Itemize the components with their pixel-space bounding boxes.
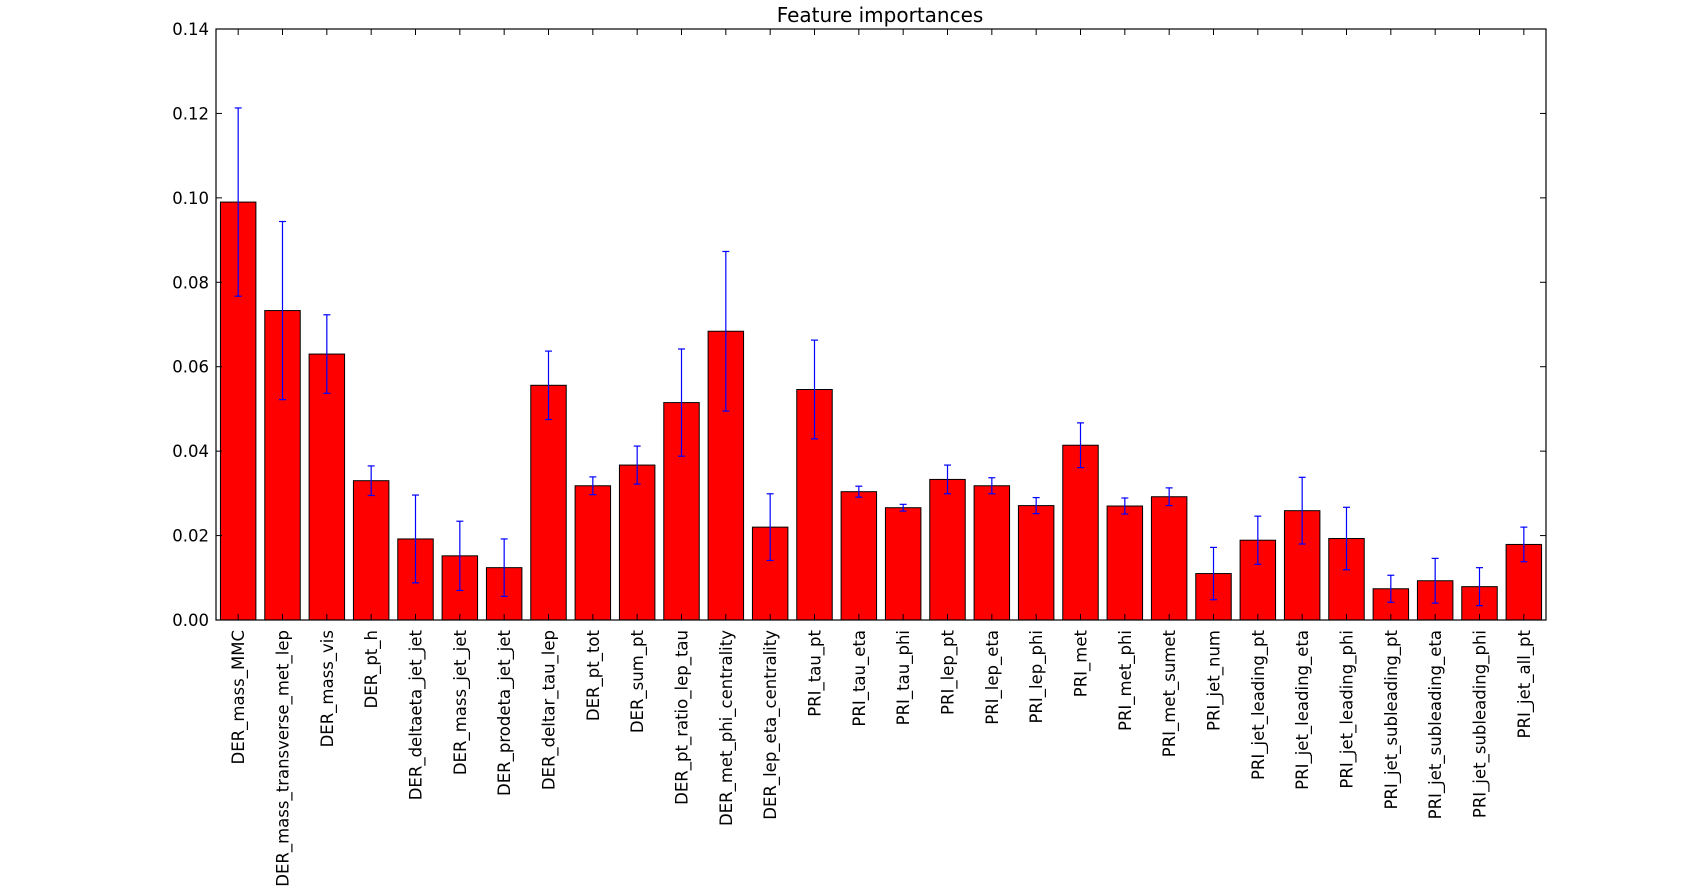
y-tick-label: 0.10 <box>172 189 209 208</box>
x-tick-label: PRI_jet_leading_phi <box>1338 630 1358 789</box>
bars-layer <box>219 201 1543 621</box>
bar-DER_sum_pt <box>618 464 656 621</box>
y-tick-label: 0.14 <box>172 20 209 39</box>
error-bar-DER_pt_tot <box>589 476 597 496</box>
bar-PRI_lep_pt <box>929 478 966 621</box>
x-tick-label: PRI_jet_num <box>1205 630 1225 731</box>
y-tick-label: 0.04 <box>172 442 209 461</box>
error-bar-DER_pt_h <box>367 465 375 497</box>
x-tick-label: DER_mass_jet_jet <box>451 629 471 775</box>
error-bar-PRI_jet_leading_pt <box>1254 515 1262 565</box>
chart-title: Feature importances <box>777 3 984 27</box>
error-bar-PRI_jet_all_pt <box>1520 526 1528 563</box>
error-bar-PRI_lep_phi <box>1032 496 1040 515</box>
error-bar-DER_sum_pt <box>633 445 641 485</box>
x-tick-label: DER_pt_h <box>362 630 382 709</box>
error-bar-PRI_jet_num <box>1210 546 1217 601</box>
x-tick-label: PRI_tau_pt <box>806 629 826 716</box>
bar-DER_pt_h <box>352 480 390 621</box>
error-bar-PRI_tau_pt <box>811 339 818 440</box>
error-bar-PRI_met <box>1077 422 1084 469</box>
error-bar-PRI_met_sumet <box>1165 487 1173 507</box>
error-bar-PRI_jet_subleading_pt <box>1387 574 1395 603</box>
y-tick-label: 0.00 <box>172 611 209 630</box>
x-tick-label: PRI_tau_phi <box>894 630 914 725</box>
error-bar-DER_lep_eta_centrality <box>766 493 774 562</box>
error-bars-layer <box>234 107 1528 607</box>
x-tick-label: DER_mass_transverse_met_lep <box>274 630 294 887</box>
error-bar-DER_mass_transverse_met_lep <box>279 220 286 401</box>
x-tick-label: PRI_lep_pt <box>939 629 959 714</box>
bar-PRI_lep_eta <box>973 485 1011 621</box>
x-tick-label: PRI_lep_eta <box>983 630 1003 725</box>
x-tick-label: DER_pt_tot <box>584 629 604 721</box>
x-tick-label: DER_deltar_tau_lep <box>540 630 560 790</box>
error-bar-DER_prodeta_jet_jet <box>500 538 508 597</box>
bar-DER_pt_tot <box>574 485 612 621</box>
x-tick-label: PRI_jet_all_pt <box>1515 629 1535 738</box>
x-tick-label: DER_pt_ratio_lep_tau <box>673 630 693 805</box>
bar-PRI_met_phi <box>1106 505 1144 621</box>
error-bar-PRI_lep_eta <box>988 477 996 495</box>
x-tick-label: PRI_met <box>1072 629 1092 697</box>
error-bar-DER_met_phi_centrality <box>722 250 730 412</box>
bar-PRI_met_sumet <box>1150 496 1188 621</box>
y-tick-label: 0.08 <box>172 273 209 292</box>
error-bar-DER_mass_jet_jet <box>456 520 464 592</box>
y-tick-label: 0.06 <box>172 358 209 377</box>
bar-DER_mass_vis <box>308 353 346 621</box>
error-bar-DER_mass_MMC <box>234 107 242 297</box>
x-tick-label: DER_mass_vis <box>318 630 338 747</box>
x-tick-label: DER_prodeta_jet_jet <box>495 629 515 795</box>
error-bar-PRI_jet_leading_phi <box>1343 506 1350 571</box>
y-tick-label: 0.12 <box>172 104 209 123</box>
x-tick-label: PRI_met_phi <box>1116 630 1136 731</box>
error-bar-PRI_tau_phi <box>899 503 907 512</box>
error-bar-DER_deltar_tau_lep <box>545 350 552 421</box>
x-tick-label: PRI_lep_phi <box>1027 630 1047 724</box>
y-axis: 0.00 0.02 0.04 0.06 0.08 0.10 0.12 0.14 <box>172 20 1546 630</box>
error-bar-PRI_met_phi <box>1121 497 1129 515</box>
error-bar-PRI_jet_subleading_phi <box>1476 567 1483 607</box>
bar-DER_deltar_tau_lep <box>530 384 567 621</box>
plot-frame <box>215 28 1547 621</box>
error-bar-PRI_lep_pt <box>944 464 951 495</box>
x-axis: DER_mass_MMC DER_mass_transverse_met_lep D… <box>229 29 1535 887</box>
bar-PRI_tau_eta <box>840 491 878 621</box>
bar-PRI_tau_phi <box>884 507 922 621</box>
x-tick-label: PRI_jet_leading_pt <box>1249 629 1269 780</box>
error-bar-PRI_jet_subleading_eta <box>1431 557 1439 604</box>
bar-PRI_jet_all_pt <box>1505 543 1543 621</box>
y-tick-label: 0.02 <box>172 527 209 546</box>
x-tick-label: DER_deltaeta_jet_jet <box>407 629 427 800</box>
x-tick-label: PRI_met_sumet <box>1160 629 1180 757</box>
x-tick-label: DER_lep_eta_centrality <box>761 630 781 820</box>
bar-PRI_met <box>1062 444 1099 621</box>
error-bar-PRI_tau_eta <box>855 485 863 498</box>
error-bar-DER_pt_ratio_lep_tau <box>678 348 685 457</box>
error-bar-DER_mass_vis <box>323 314 331 394</box>
bar-PRI_lep_phi <box>1017 505 1055 621</box>
x-tick-label: PRI_jet_subleading_eta <box>1426 630 1446 819</box>
x-tick-label: DER_met_phi_centrality <box>717 630 737 826</box>
x-tick-label: PRI_jet_leading_eta <box>1293 630 1313 790</box>
error-bar-PRI_jet_leading_eta <box>1298 476 1306 545</box>
x-tick-label: PRI_tau_eta <box>850 630 870 727</box>
x-tick-label: DER_sum_pt <box>628 629 648 733</box>
x-tick-label: PRI_jet_subleading_phi <box>1471 630 1491 818</box>
x-tick-label: DER_mass_MMC <box>229 630 249 764</box>
error-bar-DER_deltaeta_jet_jet <box>412 494 419 584</box>
x-tick-label: PRI_jet_subleading_pt <box>1382 629 1402 809</box>
